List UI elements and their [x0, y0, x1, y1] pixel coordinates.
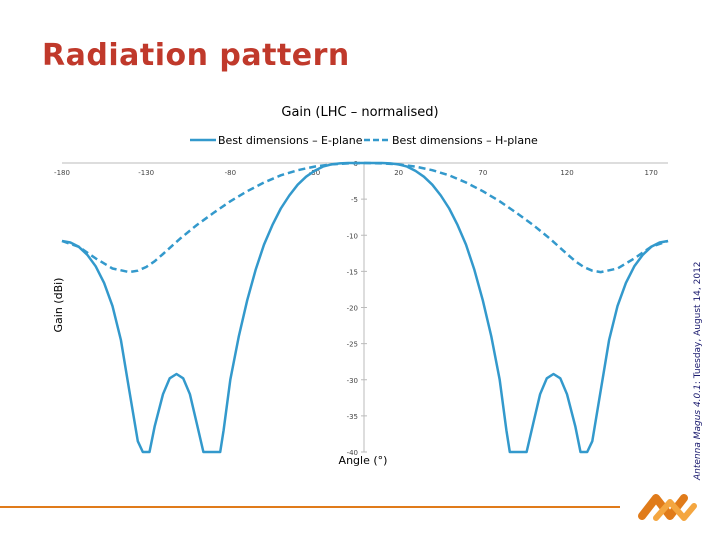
x-tick-label: 120: [560, 169, 573, 177]
software-credit: Antenna Magus 4.0.1: Tuesday, August 14,…: [693, 261, 703, 480]
x-tick-label: -130: [138, 169, 154, 177]
slide-title: Radiation pattern: [42, 38, 350, 73]
series-lines: [61, 161, 669, 454]
y-tick-label: -35: [347, 413, 358, 421]
x-tick-label: 170: [644, 169, 657, 177]
y-tick-label: -30: [347, 377, 358, 385]
x-tick-label: 70: [478, 169, 487, 177]
y-tick-label: -15: [347, 268, 358, 276]
y-axis-label: Gain (dBi): [52, 278, 65, 333]
footer-rule: [0, 506, 620, 508]
software-date: : Tuesday, August 14, 2012: [693, 261, 703, 385]
axes: -180 -130 -80 -30 20 70 120 1700-5-10-15-20-25-…: [54, 160, 668, 457]
brand-logo: [638, 494, 697, 521]
x-axis-label: Angle (°): [339, 454, 388, 467]
legend-label-e-plane: Best dimensions – E-plane: [218, 134, 363, 147]
h-plane-series-line: [61, 161, 669, 274]
y-tick-label: -10: [347, 232, 358, 240]
chart-title: Gain (LHC – normalised): [281, 105, 438, 120]
x-tick-label: -180: [54, 169, 70, 177]
y-tick-label: -25: [347, 341, 358, 349]
x-tick-label: 20: [394, 169, 403, 177]
y-tick-label: -20: [347, 305, 358, 313]
x-tick-label: -80: [225, 169, 236, 177]
y-tick-label: -5: [351, 196, 358, 204]
x-tick-label: -30: [309, 169, 320, 177]
y-tick-label: -40: [347, 449, 358, 457]
software-name: Antenna Magus 4.0.1: [693, 384, 703, 480]
legend-label-h-plane: Best dimensions – H-plane: [392, 134, 538, 147]
legend: Best dimensions – E-plane Best dimension…: [190, 134, 538, 147]
